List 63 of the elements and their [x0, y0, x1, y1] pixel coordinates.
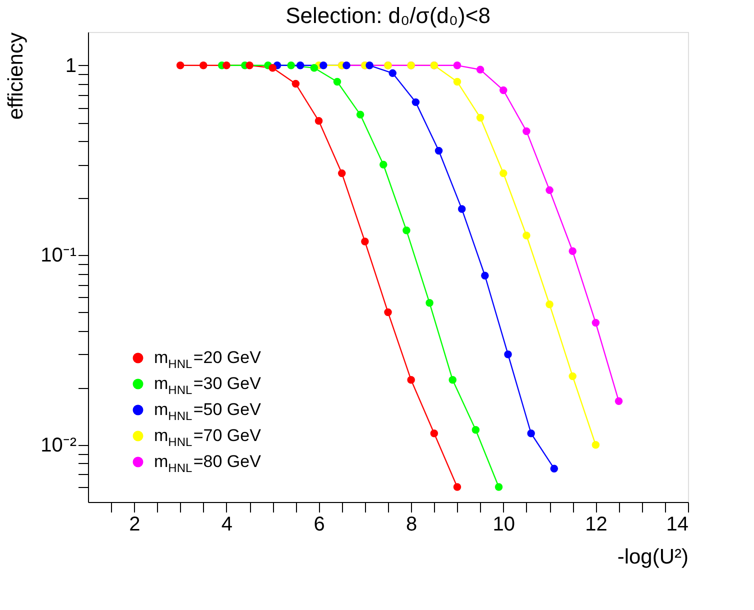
x-tick-label: 10 [492, 514, 516, 536]
y-tick-label: 10⁻¹ [40, 244, 77, 267]
point [310, 64, 318, 72]
point [550, 464, 558, 472]
point [434, 146, 443, 155]
point [338, 169, 346, 178]
point [453, 78, 462, 86]
point [200, 62, 208, 70]
point [592, 318, 600, 327]
point [592, 441, 600, 449]
point [176, 62, 184, 70]
point [366, 62, 374, 70]
point [342, 62, 350, 70]
point [320, 62, 328, 70]
point [453, 483, 462, 491]
point [388, 69, 396, 78]
x-tick-label: 6 [314, 514, 325, 536]
y-axis-title: efficiency [4, 32, 28, 120]
point [380, 160, 388, 168]
chart-title: Selection: d₀/σ(d₀)<8 [286, 3, 490, 28]
y-tick-label: 1 [65, 54, 76, 77]
point [384, 308, 392, 316]
point [453, 62, 462, 70]
point [287, 62, 295, 70]
point [527, 430, 535, 438]
point [314, 117, 323, 125]
point [504, 350, 512, 358]
point [402, 226, 410, 234]
x-tick-label: 4 [221, 514, 233, 536]
point [458, 205, 466, 213]
point [292, 80, 300, 88]
point [494, 483, 503, 491]
point [476, 66, 484, 74]
x-axis-title: -log(U²) [617, 546, 688, 568]
point [500, 86, 508, 94]
point [361, 238, 369, 246]
point [268, 64, 276, 72]
point [500, 169, 508, 178]
point [546, 300, 554, 308]
point [430, 430, 438, 438]
x-tick-label: 2 [129, 514, 140, 536]
point [472, 426, 480, 434]
point [614, 397, 623, 406]
point [412, 98, 420, 106]
point [222, 62, 230, 70]
x-tick-label: 8 [406, 514, 418, 536]
y-tick-label: 10⁻² [40, 434, 77, 456]
point [246, 62, 254, 70]
point [546, 186, 554, 194]
point [296, 62, 304, 70]
point [426, 299, 434, 307]
point [522, 232, 530, 240]
x-tick-label: 14 [666, 514, 688, 536]
point [476, 114, 484, 122]
point [481, 272, 489, 280]
point [568, 372, 576, 380]
point [448, 376, 456, 384]
point [333, 78, 342, 86]
point [407, 376, 415, 384]
point [522, 127, 530, 136]
x-tick-label: 12 [585, 514, 608, 536]
point [568, 247, 576, 255]
point [356, 110, 364, 119]
